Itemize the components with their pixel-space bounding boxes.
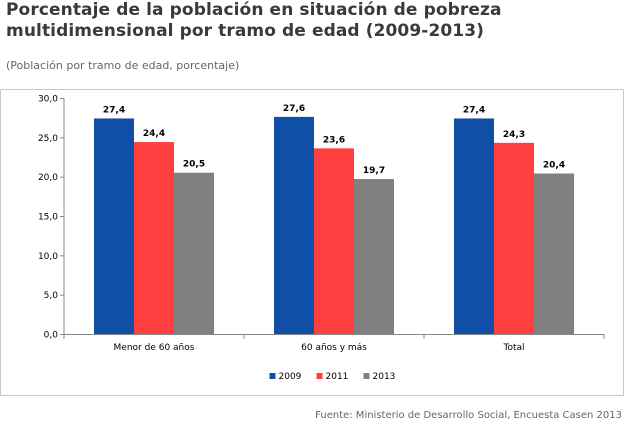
bar-2013 — [174, 172, 214, 334]
bar-2013 — [354, 179, 394, 334]
y-tick-label: 15,0 — [38, 213, 58, 223]
data-label: 24,4 — [143, 129, 165, 139]
bar-2013 — [534, 173, 574, 334]
y-tick-label: 10,0 — [38, 252, 58, 262]
bar-2009 — [94, 118, 134, 334]
y-tick-label: 30,0 — [38, 95, 58, 105]
bar-2009 — [274, 116, 314, 334]
chart-subtitle: (Población por tramo de edad, porcentaje… — [6, 59, 240, 72]
legend-label-2011: 2011 — [326, 372, 349, 382]
chart-title: Porcentaje de la población en situación … — [6, 0, 502, 41]
legend-swatch-2011 — [316, 373, 323, 379]
legend-label-2009: 2009 — [279, 372, 302, 382]
axes: 0,0 5,0 10,0 15,0 20,0 25,0 30,0 Menor de 60 añ… — [38, 95, 605, 353]
y-tick-label: 25,0 — [38, 134, 58, 144]
chart-frame — [0, 89, 624, 396]
bar-2009 — [454, 118, 494, 334]
bar-2011 — [314, 148, 354, 334]
data-label: 27,4 — [103, 105, 125, 115]
legend-swatch-2009 — [269, 373, 276, 379]
bars: 27,4 24,4 20,5 27,6 23,6 19,7 27,4 24,3 20,4 — [94, 104, 574, 334]
legend: 2009 2011 2013 — [269, 372, 396, 382]
y-tick-label: 0,0 — [44, 331, 59, 341]
y-tick-label: 5,0 — [44, 291, 59, 301]
x-tick-label: Menor de 60 años — [114, 343, 195, 353]
bar-2011 — [494, 142, 534, 334]
data-label: 24,3 — [503, 130, 525, 140]
data-label: 20,4 — [543, 161, 565, 171]
data-label: 20,5 — [183, 160, 205, 170]
data-label: 27,6 — [283, 104, 305, 114]
data-label: 27,4 — [463, 105, 485, 115]
legend-swatch-2013 — [363, 373, 370, 379]
x-tick-label: Total — [502, 343, 524, 353]
bar-2011 — [134, 142, 174, 334]
data-label: 19,7 — [363, 166, 385, 176]
source-note: Fuente: Ministerio de Desarrollo Social,… — [315, 410, 622, 421]
y-tick-label: 20,0 — [38, 173, 58, 183]
legend-label-2013: 2013 — [373, 372, 396, 382]
data-label: 23,6 — [323, 135, 345, 145]
x-tick-label: 60 años y más — [301, 343, 367, 353]
